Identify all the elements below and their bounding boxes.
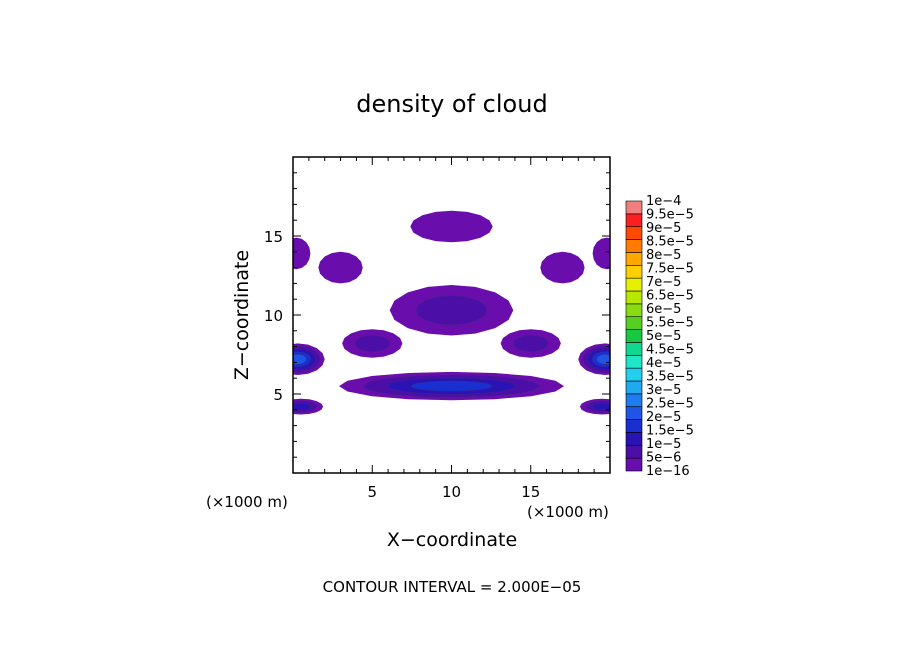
colorbar-swatch — [625, 213, 643, 228]
cloud-region — [318, 251, 363, 284]
colorbar-label: 1.5e−5 — [646, 424, 694, 439]
colorbar-label: 5.5e−5 — [646, 316, 694, 331]
contour-level-3 — [410, 380, 493, 392]
x-tick-label: 10 — [442, 483, 461, 501]
cloud-region — [293, 398, 324, 415]
colorbar-label: 1e−16 — [646, 464, 690, 479]
colorbar-swatch — [625, 406, 643, 420]
y-axis-ticks: 5 10 15 — [264, 172, 610, 458]
colorbar-swatch — [625, 290, 643, 305]
y-unit-label: (×1000 m) — [206, 493, 288, 511]
colorbar-label: 6e−5 — [646, 302, 681, 317]
colorbar-swatch — [625, 264, 643, 279]
x-axis-ticks: 5 10 15 — [308, 157, 595, 501]
colorbar-swatch — [625, 444, 643, 459]
colorbar-label: 5e−5 — [646, 329, 681, 344]
contour-interval-note: CONTOUR INTERVAL = 2.000E−05 — [323, 578, 582, 596]
colorbar-swatch — [625, 419, 643, 433]
colorbar-swatch — [625, 432, 643, 446]
colorbar-label: 8e−5 — [646, 248, 681, 263]
colorbar-label: 7.5e−5 — [646, 262, 694, 277]
colorbar-label: 9e−5 — [646, 221, 681, 236]
y-tick-label: 5 — [273, 386, 283, 404]
y-tick-label: 10 — [264, 307, 283, 325]
colorbar-label: 1e−4 — [646, 194, 681, 209]
colorbar-swatch — [625, 226, 643, 240]
colorbar-swatch — [625, 354, 643, 369]
x-tick-label: 5 — [367, 483, 377, 501]
y-tick-label: 15 — [264, 228, 283, 246]
cloud-region — [389, 285, 514, 336]
contour-level-1 — [354, 335, 390, 352]
colorbar-label: 8.5e−5 — [646, 235, 694, 250]
cloud-region — [500, 329, 561, 358]
colorbar-label: 3.5e−5 — [646, 370, 694, 385]
cloud-region — [540, 251, 585, 284]
colorbar-swatch — [625, 316, 643, 330]
y-axis-label: Z−coordinate — [231, 250, 253, 380]
x-axis-label: X−coordinate — [387, 529, 517, 551]
colorbar-label: 6.5e−5 — [646, 289, 694, 304]
contour-level-0 — [592, 237, 610, 270]
contour-level-0 — [540, 251, 585, 284]
cloud-region — [342, 329, 403, 358]
cloud-region — [293, 237, 311, 270]
cloud-region — [592, 237, 610, 270]
contour-level-1 — [415, 295, 488, 326]
cloud-region — [579, 398, 610, 415]
colorbar-label: 2.5e−5 — [646, 397, 694, 412]
contour-level-2 — [592, 402, 610, 411]
colorbar-swatch — [625, 367, 643, 382]
colorbar-swatch — [625, 393, 643, 408]
contour-level-0 — [293, 237, 311, 270]
colorbar-label: 9.5e−5 — [646, 208, 694, 223]
contour-level-1 — [513, 335, 549, 352]
contour-level-0 — [318, 251, 363, 284]
colorbar-label: 2e−5 — [646, 410, 681, 425]
colorbar-label: 1e−5 — [646, 437, 681, 452]
x-unit-label: (×1000 m) — [527, 503, 609, 521]
contour-level-0 — [410, 210, 493, 243]
colorbar-swatch — [625, 200, 643, 215]
cloud-region — [293, 343, 325, 375]
colorbar-swatch — [625, 329, 643, 343]
colorbar-swatch — [625, 457, 643, 472]
colorbar-swatch — [625, 252, 643, 266]
colorbar-swatch — [625, 239, 643, 253]
colorbar: 1e−165e−61e−51.5e−52e−52.5e−53e−53.5e−54… — [625, 194, 694, 479]
colorbar-label: 3e−5 — [646, 383, 681, 398]
contour-field — [293, 210, 610, 415]
colorbar-swatch — [625, 277, 643, 292]
x-tick-label: 15 — [521, 483, 540, 501]
colorbar-label: 5e−6 — [646, 451, 681, 466]
colorbar-label: 7e−5 — [646, 275, 681, 290]
colorbar-swatch — [625, 380, 643, 395]
colorbar-swatch — [625, 342, 643, 356]
chart-title: density of cloud — [356, 90, 547, 118]
colorbar-label: 4e−5 — [646, 356, 681, 371]
colorbar-swatch — [625, 303, 643, 318]
cloud-region — [578, 343, 610, 375]
cloud-region — [339, 371, 564, 401]
cloud-region — [410, 210, 493, 243]
colorbar-label: 4.5e−5 — [646, 343, 694, 358]
contour-level-4 — [293, 353, 307, 365]
contour-level-2 — [293, 402, 311, 411]
contour-level-4 — [596, 353, 610, 365]
